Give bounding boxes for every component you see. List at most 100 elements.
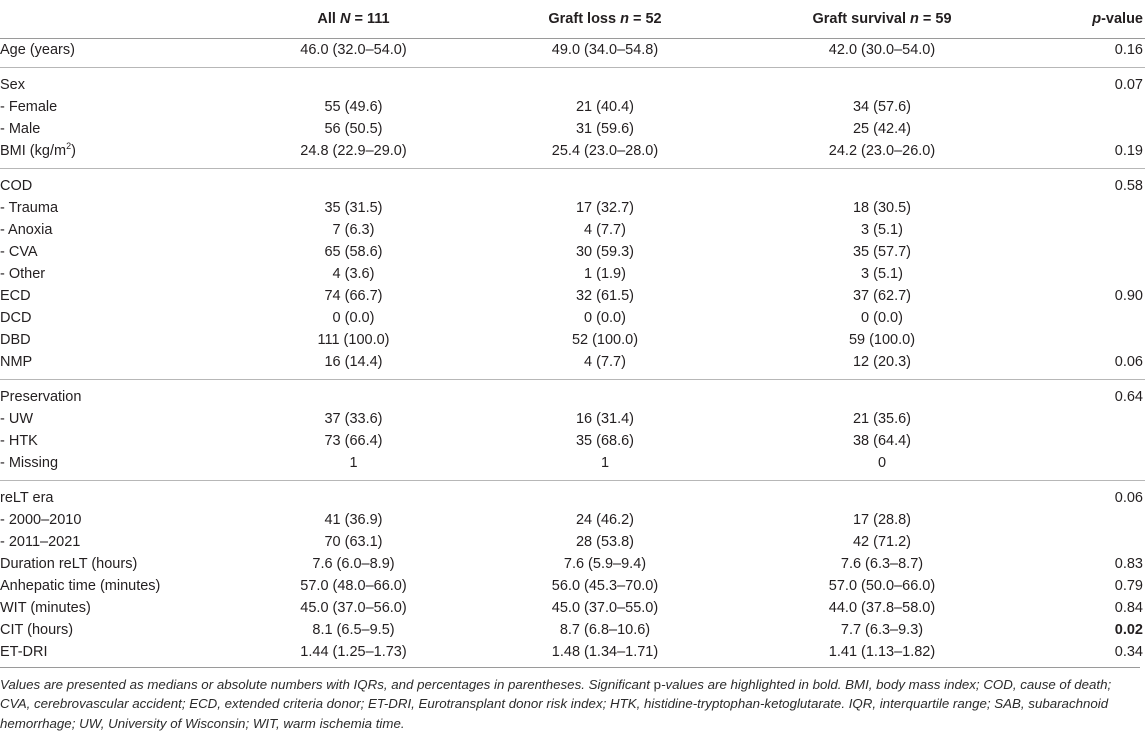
cell-p-value: 0.06 xyxy=(1031,350,1145,380)
cell-all: 1 xyxy=(230,451,477,481)
table-row: DCD 0 (0.0) 0 (0.0) 0 (0.0) xyxy=(0,307,1145,329)
donor-characteristics-table: All N = 111 Graft loss n = 52 Graft surv… xyxy=(0,0,1145,663)
table-row: - Female 55 (49.6) 21 (40.4) 34 (57.6) xyxy=(0,96,1145,118)
cell-graft-loss: 16 (31.4) xyxy=(575,410,635,427)
header-p-value: p-value xyxy=(1031,0,1145,39)
row-label: - 2011–2021 xyxy=(0,533,81,550)
cell-graft-loss: 4 (7.7) xyxy=(584,221,626,238)
header-all: All N = 111 xyxy=(230,0,477,39)
cell-all: 111 (100.0) xyxy=(317,331,390,348)
cell-all: 56 (50.5) xyxy=(324,120,383,137)
cell-graft-survival: 3 (5.1) xyxy=(861,221,903,238)
cell-graft-loss: 1 xyxy=(477,451,733,481)
cell-all: 70 (63.1) xyxy=(324,533,383,550)
cell-all: 8.1 (6.5–9.5) xyxy=(312,621,395,638)
table-row: COD 0.58 xyxy=(0,168,1145,197)
cell-p-value xyxy=(1031,408,1145,430)
cell-p-value: 0.02 xyxy=(1114,621,1143,638)
table-row: - UW 37 (33.6) 16 (31.4) 21 (35.6) xyxy=(0,408,1145,430)
cell-graft-survival: 17 (28.8) xyxy=(852,511,912,528)
cell-graft-loss: 17 (32.7) xyxy=(575,199,635,216)
cell-all: 1.44 (1.25–1.73) xyxy=(300,643,407,660)
table-row: Anhepatic time (minutes) 57.0 (48.0–66.0)… xyxy=(0,575,1145,597)
row-label: Sex xyxy=(0,76,25,93)
row-label: DBD xyxy=(0,331,31,348)
cell-p-value: 0.64 xyxy=(1114,388,1143,405)
table-row: BMI (kg/m2) 24.8 (22.9–29.0) 25.4 (23.0–28… xyxy=(0,139,1145,169)
cell-graft-survival: 12 (20.3) xyxy=(733,350,1031,380)
row-label: - Male xyxy=(0,120,41,137)
table-row: reLT era 0.06 xyxy=(0,480,1145,509)
cell-graft-loss: 35 (68.6) xyxy=(575,432,635,449)
cell-graft-loss: 1.48 (1.34–1.71) xyxy=(551,643,659,660)
cell-all xyxy=(230,480,477,509)
cell-graft-loss: 21 (40.4) xyxy=(575,98,635,115)
cell-p-value xyxy=(1031,531,1145,553)
table-row: - Other 4 (3.6) 1 (1.9) 3 (5.1) xyxy=(0,263,1145,285)
cell-all: 74 (66.7) xyxy=(324,287,383,304)
cell-p-value: 0.07 xyxy=(1114,76,1143,93)
table-row: - 2011–2021 70 (63.1) 28 (53.8) 42 (71.2) xyxy=(0,531,1145,553)
cell-graft-survival: 38 (64.4) xyxy=(852,432,912,449)
table-row: DBD 111 (100.0) 52 (100.0) 59 (100.0) xyxy=(0,329,1145,351)
cell-graft-loss: 32 (61.5) xyxy=(575,287,635,304)
row-label: - 2000–2010 xyxy=(0,511,82,528)
cell-all: 7.6 (6.0–8.9) xyxy=(312,555,395,572)
table-row: - 2000–2010 41 (36.9) 24 (46.2) 17 (28.8) xyxy=(0,509,1145,531)
row-label: DCD xyxy=(0,309,32,326)
table-row: WIT (minutes) 45.0 (37.0–56.0) 45.0 (37.0–… xyxy=(0,597,1145,619)
cell-all: 45.0 (37.0–56.0) xyxy=(300,599,407,616)
cell-graft-loss: 31 (59.6) xyxy=(575,120,635,137)
table-row: ECD 74 (66.7) 32 (61.5) 37 (62.7) 0.90 xyxy=(0,285,1145,307)
cell-p-value: 0.83 xyxy=(1114,555,1143,572)
row-label: Anhepatic time (minutes) xyxy=(0,577,161,594)
cell-graft-loss: 28 (53.8) xyxy=(575,533,635,550)
cell-graft-loss: 0 (0.0) xyxy=(584,309,626,326)
cell-graft-loss: 25.4 (23.0–28.0) xyxy=(477,139,733,169)
cell-graft-loss: 8.7 (6.8–10.6) xyxy=(559,621,651,638)
cell-graft-survival: 59 (100.0) xyxy=(848,331,916,348)
cell-graft-loss xyxy=(477,379,733,408)
row-label: - CVA xyxy=(0,243,38,260)
table-row: - Male 56 (50.5) 31 (59.6) 25 (42.4) xyxy=(0,118,1145,140)
cell-all: 41 (36.9) xyxy=(324,511,383,528)
cell-p-value xyxy=(1031,307,1145,329)
cell-p-value xyxy=(1031,219,1145,241)
cell-all: 73 (66.4) xyxy=(324,432,383,449)
cell-graft-survival xyxy=(733,480,1031,509)
table-row: Duration reLT (hours) 7.6 (6.0–8.9) 7.6 (5… xyxy=(0,553,1145,575)
table-row: ET-DRI 1.44 (1.25–1.73) 1.48 (1.34–1.71) 1.… xyxy=(0,641,1145,663)
cell-all: 16 (14.4) xyxy=(230,350,477,380)
row-label: - Other xyxy=(0,265,46,282)
cell-all xyxy=(230,67,477,96)
cell-all: 0 (0.0) xyxy=(332,309,375,326)
cell-p-value xyxy=(1031,197,1145,219)
table-footnote: Values are presented as medians or absol… xyxy=(0,666,1140,734)
cell-all: 35 (31.5) xyxy=(324,199,383,216)
cell-graft-loss: 56.0 (45.3–70.0) xyxy=(551,577,659,594)
cell-p-value: 0.90 xyxy=(1114,287,1143,304)
cell-p-value xyxy=(1031,329,1145,351)
cell-p-value: 0.84 xyxy=(1114,599,1143,616)
cell-graft-loss: 45.0 (37.0–55.0) xyxy=(551,599,659,616)
cell-graft-loss xyxy=(477,67,733,96)
cell-graft-survival: 37 (62.7) xyxy=(852,287,912,304)
row-label: - Anoxia xyxy=(0,221,53,238)
row-label: Duration reLT (hours) xyxy=(0,555,138,572)
header-graft-loss: Graft loss n = 52 xyxy=(477,0,733,39)
header-graft-survival: Graft survival n = 59 xyxy=(733,0,1031,39)
row-label: Preservation xyxy=(0,388,82,405)
cell-graft-survival: 7.6 (6.3–8.7) xyxy=(840,555,924,572)
cell-graft-survival: 57.0 (50.0–66.0) xyxy=(828,577,936,594)
cell-graft-survival xyxy=(733,67,1031,96)
table-row: Preservation 0.64 xyxy=(0,379,1145,408)
table-row: Sex 0.07 xyxy=(0,67,1145,96)
cell-p-value: 0.58 xyxy=(1114,177,1143,194)
header-variable xyxy=(0,0,230,39)
cell-graft-survival: 0 (0.0) xyxy=(861,309,903,326)
cell-p-value: 0.16 xyxy=(1031,38,1145,68)
cell-graft-survival: 0 xyxy=(733,451,1031,481)
row-label: Age (years) xyxy=(0,38,230,68)
row-label: ET-DRI xyxy=(0,643,48,660)
